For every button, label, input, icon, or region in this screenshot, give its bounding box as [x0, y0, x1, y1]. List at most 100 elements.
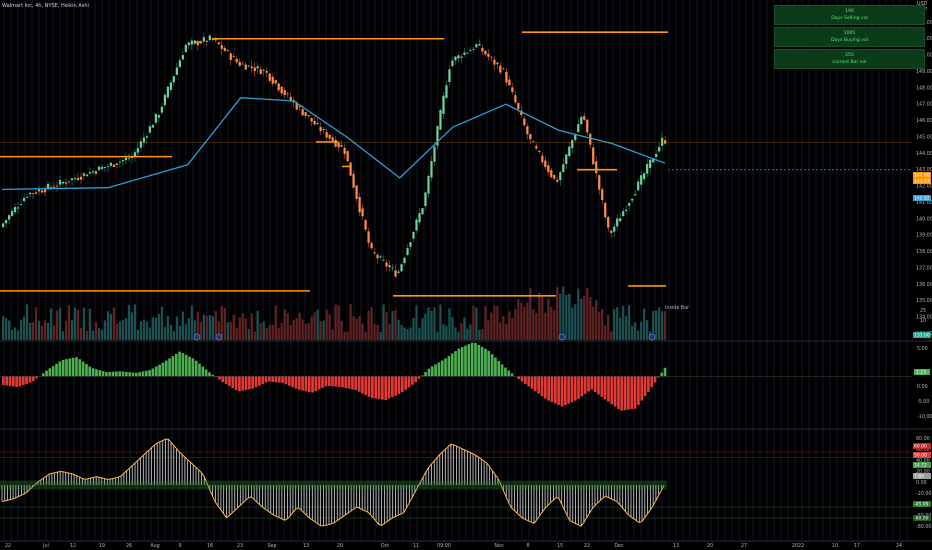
- histogram-bar: [81, 361, 85, 377]
- histogram-pane: [0, 342, 912, 411]
- volume-bar: [457, 331, 460, 340]
- volume-bar: [610, 331, 613, 340]
- volume-bar: [352, 316, 355, 340]
- histogram-bar: [410, 376, 414, 385]
- candle-body: [529, 134, 532, 140]
- candle-body: [343, 147, 346, 154]
- x-tick-label: 26: [126, 543, 132, 549]
- volume-bar: [514, 308, 517, 340]
- candle-body: [49, 187, 53, 189]
- y-tick-label: 137.00: [916, 265, 932, 271]
- candle-body: [94, 171, 98, 174]
- candle-body: [196, 42, 199, 46]
- candle-body: [508, 79, 511, 86]
- candle-body: [178, 60, 181, 68]
- candle-body: [514, 95, 517, 103]
- candle-body: [157, 115, 161, 118]
- candle-body: [193, 40, 196, 44]
- oscillator-pane: [0, 438, 912, 527]
- x-tick-label: 9: [178, 543, 181, 549]
- candle-body: [73, 178, 77, 180]
- volume-bar: [256, 310, 259, 340]
- volume-bar: [292, 319, 295, 340]
- volume-bar: [289, 324, 292, 340]
- volume-bar: [13, 327, 17, 340]
- volume-bar: [211, 316, 214, 340]
- histogram-bar: [520, 376, 524, 382]
- volume-bar: [214, 311, 217, 340]
- histogram-bar: [18, 376, 22, 387]
- candle-body: [394, 270, 397, 277]
- candle-body: [643, 173, 646, 180]
- histogram-bar: [417, 376, 421, 379]
- osc-tick-label: -80.00: [916, 524, 931, 530]
- x-tick-label: 16: [207, 543, 213, 549]
- candle-body: [19, 204, 23, 206]
- candle-body: [334, 139, 337, 147]
- volume-bar: [235, 327, 238, 340]
- y-tick-label: 136.00: [916, 282, 932, 288]
- volume-bar: [55, 310, 59, 340]
- y-tick-label: 145.00: [916, 134, 932, 140]
- x-tick-label: 12: [70, 543, 76, 549]
- histogram-bar: [600, 376, 604, 397]
- volume-bar: [160, 306, 164, 340]
- histogram-bar: [603, 376, 607, 400]
- candle-body: [184, 44, 187, 52]
- histogram-bar: [271, 376, 274, 382]
- osc-tag: [913, 462, 931, 468]
- candle-body: [22, 198, 26, 202]
- candle-body: [265, 71, 268, 73]
- volume-bar: [442, 324, 445, 340]
- candle-body: [25, 196, 29, 198]
- histogram-bar: [577, 376, 580, 399]
- histogram-bar: [357, 376, 361, 392]
- volume-bar: [298, 312, 301, 340]
- volume-bar: [4, 317, 8, 340]
- volume-bar: [553, 310, 556, 340]
- histogram-bar: [151, 368, 155, 377]
- candle-body: [520, 110, 523, 115]
- candle-body: [355, 185, 358, 199]
- volume-bar: [82, 307, 86, 340]
- candle-body: [241, 63, 244, 65]
- candle-body: [496, 62, 499, 65]
- candle-body: [391, 267, 394, 269]
- candle-body: [478, 44, 481, 46]
- candle-body: [307, 115, 310, 117]
- candle-body: [247, 65, 250, 67]
- candle-body: [472, 49, 475, 51]
- volume-bar: [550, 307, 553, 340]
- volume-bar: [295, 318, 298, 340]
- histogram-bar: [553, 376, 557, 404]
- histogram-bar: [394, 376, 398, 396]
- volume-bar: [430, 310, 433, 340]
- candle-body: [565, 154, 568, 165]
- volume-bar: [157, 313, 161, 340]
- x-tick-label: 13: [303, 543, 309, 549]
- volume-bar: [217, 321, 220, 340]
- candle-body: [106, 166, 110, 167]
- candle-body: [610, 230, 613, 233]
- candle-body: [502, 68, 505, 70]
- volume-tick: 10: [920, 318, 926, 324]
- candle-body: [100, 166, 104, 170]
- candle-body: [172, 76, 175, 83]
- histogram-bar: [563, 376, 567, 406]
- volume-bar: [640, 321, 643, 340]
- volume-bar: [346, 331, 349, 340]
- histogram-bar: [530, 376, 534, 389]
- volume-bar: [631, 325, 634, 340]
- candle-body: [631, 198, 634, 201]
- volume-bar: [247, 329, 250, 340]
- candle-body: [67, 181, 71, 183]
- candle-body: [601, 189, 604, 200]
- histogram-bar: [35, 376, 38, 379]
- y-tick-label: 135.00: [916, 298, 932, 304]
- volume-bar: [538, 292, 541, 340]
- candle-body: [301, 109, 304, 116]
- candle-body: [424, 192, 427, 207]
- volume-bar: [397, 319, 400, 340]
- volume-bar: [280, 322, 283, 340]
- histogram-bar: [590, 376, 594, 390]
